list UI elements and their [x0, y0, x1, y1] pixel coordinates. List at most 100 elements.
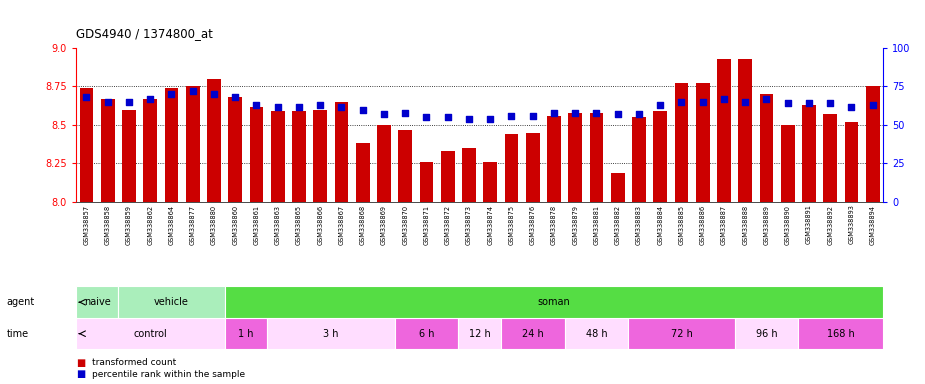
- Bar: [225, 318, 267, 349]
- Bar: [101, 99, 115, 202]
- Point: [759, 96, 774, 102]
- Point: [462, 116, 476, 122]
- Point: [249, 102, 264, 108]
- Bar: [356, 144, 370, 202]
- Text: GSM338885: GSM338885: [679, 205, 684, 245]
- Text: GSM338882: GSM338882: [615, 205, 621, 245]
- Bar: [653, 111, 667, 202]
- Text: GSM338865: GSM338865: [296, 205, 302, 245]
- Point: [866, 102, 881, 108]
- Text: GSM338874: GSM338874: [487, 205, 493, 245]
- Bar: [525, 133, 539, 202]
- Text: GSM338873: GSM338873: [466, 205, 472, 245]
- Bar: [484, 162, 497, 202]
- Text: GSM338880: GSM338880: [211, 205, 217, 245]
- Bar: [207, 79, 221, 202]
- Bar: [335, 102, 349, 202]
- Point: [270, 103, 285, 109]
- Text: 48 h: 48 h: [586, 329, 608, 339]
- Bar: [271, 111, 285, 202]
- Text: GDS4940 / 1374800_at: GDS4940 / 1374800_at: [76, 27, 213, 40]
- Bar: [504, 134, 518, 202]
- Text: GSM338869: GSM338869: [381, 205, 387, 245]
- Text: GSM338861: GSM338861: [253, 205, 260, 245]
- Text: GSM338866: GSM338866: [317, 205, 323, 245]
- Text: transformed count: transformed count: [92, 358, 177, 367]
- Text: GSM338888: GSM338888: [742, 205, 748, 245]
- Bar: [845, 122, 858, 202]
- Point: [206, 91, 221, 97]
- Text: GSM338894: GSM338894: [870, 205, 876, 245]
- Point: [291, 103, 306, 109]
- Point: [142, 96, 157, 102]
- Bar: [568, 113, 582, 202]
- Text: 24 h: 24 h: [522, 329, 544, 339]
- Bar: [186, 86, 200, 202]
- Text: GSM338884: GSM338884: [658, 205, 663, 245]
- Text: GSM338893: GSM338893: [848, 205, 855, 244]
- Bar: [76, 318, 225, 349]
- Text: GSM338862: GSM338862: [147, 205, 154, 245]
- Text: GSM338872: GSM338872: [445, 205, 450, 245]
- Point: [802, 100, 817, 106]
- Point: [483, 116, 498, 122]
- Bar: [547, 116, 561, 202]
- Text: naive: naive: [84, 297, 110, 307]
- Text: GSM338867: GSM338867: [339, 205, 344, 245]
- Point: [164, 91, 179, 97]
- Bar: [292, 111, 306, 202]
- Text: ■: ■: [76, 369, 85, 379]
- Point: [610, 111, 625, 117]
- Text: 96 h: 96 h: [756, 329, 777, 339]
- Text: GSM338889: GSM338889: [763, 205, 770, 245]
- Bar: [118, 286, 225, 318]
- Bar: [866, 86, 880, 202]
- Text: GSM338886: GSM338886: [699, 205, 706, 245]
- Bar: [628, 318, 734, 349]
- Bar: [674, 83, 688, 202]
- Bar: [696, 83, 709, 202]
- Text: GSM338891: GSM338891: [806, 205, 812, 244]
- Bar: [610, 173, 624, 202]
- Bar: [420, 162, 434, 202]
- Point: [376, 111, 391, 117]
- Text: GSM338868: GSM338868: [360, 205, 365, 245]
- Bar: [798, 318, 883, 349]
- Point: [717, 96, 732, 102]
- Text: GSM338890: GSM338890: [784, 205, 791, 245]
- Point: [653, 102, 668, 108]
- Bar: [395, 318, 459, 349]
- Text: soman: soman: [537, 297, 571, 307]
- Text: GSM338883: GSM338883: [636, 205, 642, 245]
- Text: 168 h: 168 h: [827, 329, 855, 339]
- Text: GSM338859: GSM338859: [126, 205, 132, 245]
- Bar: [632, 117, 646, 202]
- Text: GSM338887: GSM338887: [721, 205, 727, 245]
- Point: [568, 109, 583, 116]
- Bar: [80, 88, 93, 202]
- Text: control: control: [133, 329, 167, 339]
- Text: GSM338863: GSM338863: [275, 205, 280, 245]
- Text: time: time: [6, 329, 29, 339]
- Text: 6 h: 6 h: [419, 329, 434, 339]
- Text: agent: agent: [6, 297, 35, 307]
- Bar: [781, 125, 795, 202]
- Text: GSM338864: GSM338864: [168, 205, 175, 245]
- Bar: [459, 318, 500, 349]
- Bar: [143, 99, 157, 202]
- Point: [100, 99, 115, 105]
- Text: GSM338857: GSM338857: [83, 205, 90, 245]
- Bar: [564, 318, 628, 349]
- Bar: [250, 106, 264, 202]
- Text: ■: ■: [76, 358, 85, 368]
- Point: [313, 102, 327, 108]
- Text: GSM338892: GSM338892: [827, 205, 833, 245]
- Text: GSM338879: GSM338879: [573, 205, 578, 245]
- Point: [398, 109, 413, 116]
- Point: [781, 100, 796, 106]
- Text: 1 h: 1 h: [238, 329, 253, 339]
- Point: [185, 88, 200, 94]
- Bar: [225, 286, 883, 318]
- Bar: [314, 109, 327, 202]
- Point: [674, 99, 689, 105]
